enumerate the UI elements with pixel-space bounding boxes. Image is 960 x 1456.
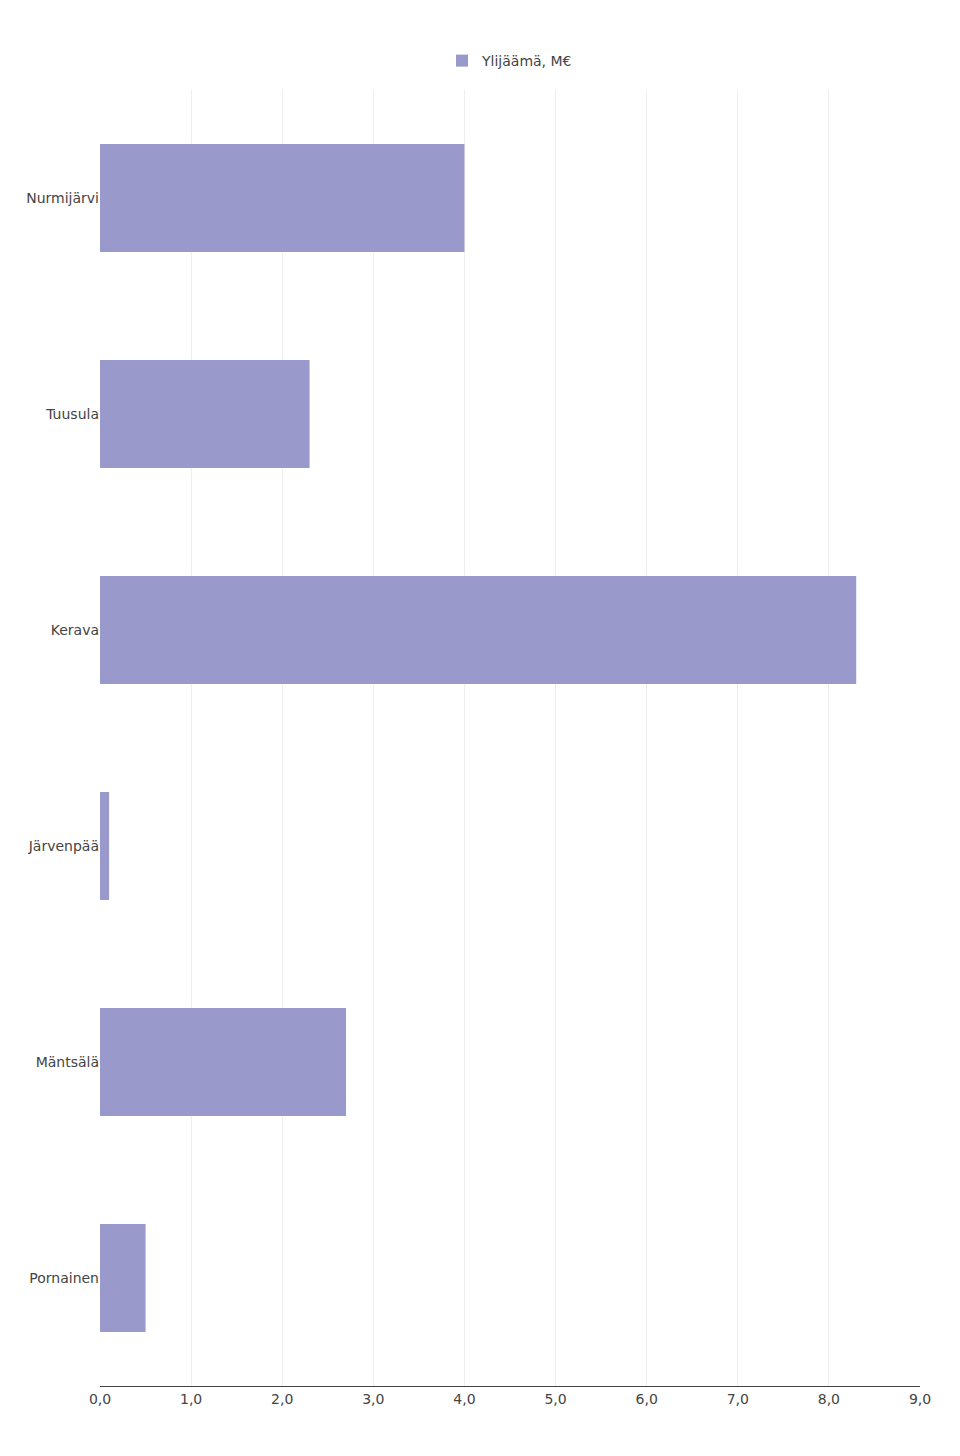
svg-text:Pornainen: Pornainen [29, 1270, 99, 1286]
svg-text:0,0: 0,0 [89, 1391, 111, 1407]
svg-text:5,0: 5,0 [544, 1391, 566, 1407]
svg-text:Kerava: Kerava [51, 622, 99, 638]
svg-text:Ylijäämä, M€: Ylijäämä, M€ [481, 53, 571, 69]
svg-text:2,0: 2,0 [271, 1391, 293, 1407]
svg-text:Nurmijärvi: Nurmijärvi [26, 190, 99, 206]
svg-text:4,0: 4,0 [453, 1391, 475, 1407]
svg-text:6,0: 6,0 [636, 1391, 658, 1407]
svg-text:3,0: 3,0 [362, 1391, 384, 1407]
svg-text:9,0: 9,0 [909, 1391, 931, 1407]
svg-text:Järvenpää: Järvenpää [28, 838, 99, 854]
svg-text:1,0: 1,0 [180, 1391, 202, 1407]
svg-text:Tuusula: Tuusula [45, 406, 99, 422]
svg-text:7,0: 7,0 [727, 1391, 749, 1407]
svg-text:Mäntsälä: Mäntsälä [36, 1054, 99, 1070]
svg-text:8,0: 8,0 [818, 1391, 840, 1407]
